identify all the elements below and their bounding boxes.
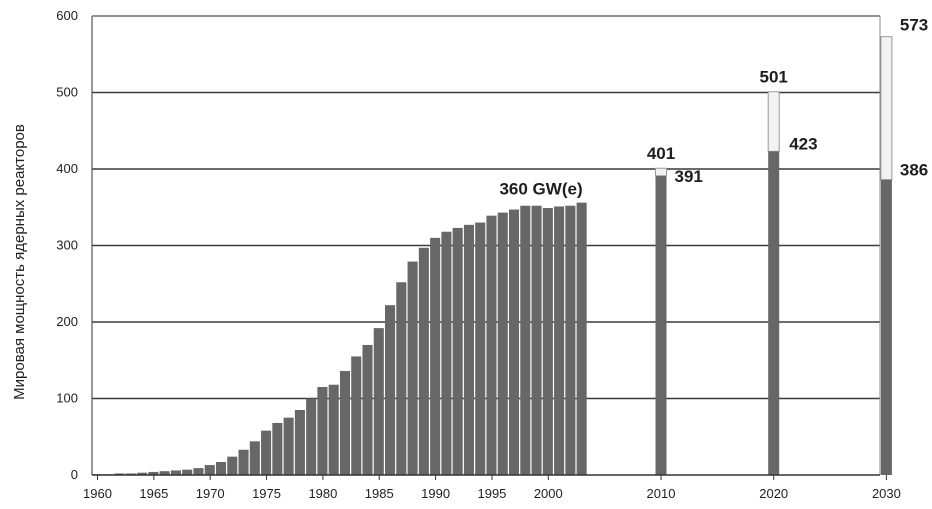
x-tick-label: 2030 [872, 486, 901, 501]
bar-1972 [227, 456, 238, 475]
bars-layer [92, 36, 893, 476]
bar-1985 [373, 328, 384, 475]
bar-2002 [565, 205, 576, 475]
label-2030-low: 386 [900, 161, 928, 180]
bar-2000 [542, 208, 553, 475]
bar-1970 [204, 465, 215, 475]
bar-1964 [137, 472, 148, 475]
bar-1965 [148, 471, 159, 475]
label-2010-low: 391 [675, 167, 703, 186]
y-tick-label: 400 [56, 161, 78, 176]
projection-low-2030 [880, 179, 892, 475]
label-2010-high: 401 [647, 144, 675, 163]
y-axis-label: Мировая мощность ядерных реакторов [11, 124, 28, 400]
label-2030-high: 573 [900, 16, 928, 35]
bar-1969 [193, 468, 204, 475]
x-tick-label: 1975 [252, 486, 281, 501]
bar-1992 [452, 227, 463, 475]
bar-1984 [362, 344, 373, 475]
projection-high-2030 [880, 36, 893, 181]
y-tick-label: 500 [56, 85, 78, 100]
bar-1979 [306, 398, 317, 475]
label-current-capacity: 360 GW(e) [499, 180, 582, 199]
y-tick-label: 600 [56, 8, 78, 23]
bar-1980 [317, 387, 328, 475]
projection-high-2020 [767, 91, 780, 152]
bar-1975 [261, 430, 272, 475]
bar-1997 [508, 209, 520, 476]
axis-layer: 0 100 200 300 400 500 600 1960 1965 1970 1975 1980 1… [56, 8, 901, 501]
bar-1978 [294, 409, 305, 475]
bar-1989 [418, 247, 429, 475]
y-tick-label: 0 [71, 467, 78, 482]
projection-low-2020 [768, 151, 780, 475]
bar-1990 [430, 237, 441, 475]
x-tick-label: 2010 [647, 486, 676, 501]
x-tick-label: 1965 [139, 486, 168, 501]
label-2020-low: 423 [789, 134, 817, 153]
x-tick-label: 1960 [83, 486, 112, 501]
bar-1974 [249, 441, 260, 475]
y-tick-label: 200 [56, 314, 78, 329]
bar-1998 [520, 205, 531, 475]
bar-1983 [351, 356, 362, 475]
bar-1995 [486, 215, 497, 476]
projection-high-2010 [655, 167, 667, 177]
bar-1971 [215, 461, 227, 475]
bar-1996 [497, 212, 508, 476]
y-tick-label: 100 [56, 391, 78, 406]
x-tick-label: 1970 [196, 486, 225, 501]
bar-1986 [385, 305, 396, 475]
bar-1977 [283, 417, 294, 475]
x-tick-label: 1985 [365, 486, 394, 501]
bar-2003 [576, 202, 587, 475]
label-2020-high: 501 [760, 68, 788, 87]
bar-1973 [238, 449, 249, 475]
bar-1968 [182, 469, 193, 475]
x-tick-label: 1995 [477, 486, 506, 501]
bar-1988 [407, 261, 418, 475]
projection-low-2010 [655, 175, 667, 475]
bar-2001 [554, 206, 565, 476]
bar-1991 [441, 231, 452, 475]
x-tick-label: 1980 [308, 486, 337, 501]
bar-1982 [339, 370, 351, 475]
x-tick-label: 2020 [759, 486, 788, 501]
bar-1993 [463, 224, 474, 475]
bar-1994 [475, 222, 486, 475]
bar-1967 [170, 470, 181, 475]
bar-1966 [159, 471, 170, 475]
bar-1976 [272, 422, 283, 475]
y-tick-label: 300 [56, 238, 78, 253]
bar-1981 [328, 384, 339, 475]
bar-1987 [396, 282, 407, 475]
bar-1999 [531, 205, 542, 475]
x-tick-label: 1990 [421, 486, 450, 501]
x-tick-label: 2000 [534, 486, 563, 501]
